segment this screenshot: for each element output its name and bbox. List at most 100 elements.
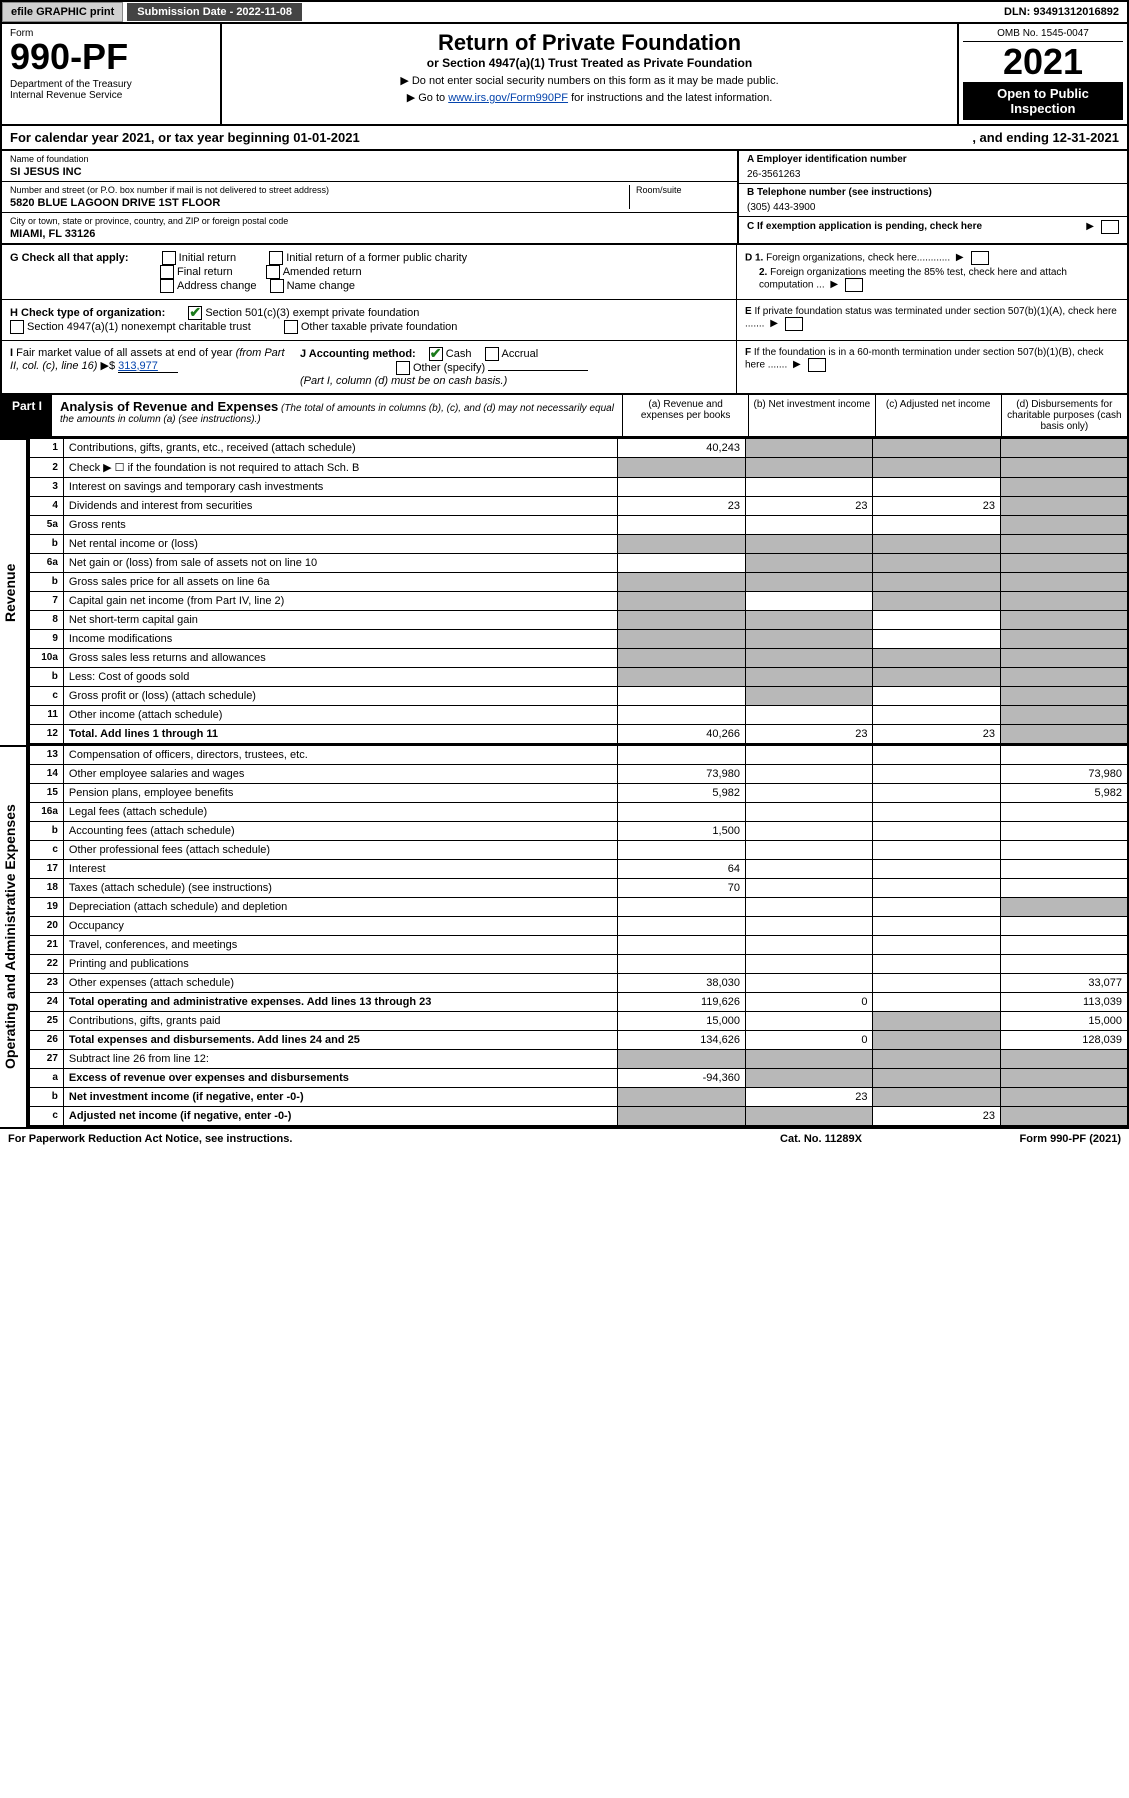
line-5a: 5aGross rents (29, 515, 1128, 534)
foundation-name: SI JESUS INC (10, 166, 729, 178)
city-label: City or town, state or province, country… (10, 216, 729, 226)
cb-e[interactable] (785, 317, 803, 331)
calendar-year-row: For calendar year 2021, or tax year begi… (0, 126, 1129, 151)
submission-date: Submission Date - 2022-11-08 (127, 3, 302, 21)
expenses-side-label: Operating and Administrative Expenses (0, 745, 28, 1127)
check-sections: G Check all that apply: Initial return I… (0, 245, 1129, 395)
line-10c: cGross profit or (loss) (attach schedule… (29, 686, 1128, 705)
city-state-zip: MIAMI, FL 33126 (10, 228, 729, 240)
efile-print-button[interactable]: efile GRAPHIC print (2, 2, 123, 22)
line-10b: bLess: Cost of goods sold (29, 667, 1128, 686)
cb-f[interactable] (808, 358, 826, 372)
line-10a: 10aGross sales less returns and allowanc… (29, 648, 1128, 667)
line-27b: bNet investment income (if negative, ent… (29, 1087, 1128, 1106)
form-number: 990-PF (10, 39, 212, 75)
line-27c: cAdjusted net income (if negative, enter… (29, 1106, 1128, 1126)
phone-value: (305) 443-3900 (747, 202, 1119, 213)
instr-2: ▶ Go to www.irs.gov/Form990PF for instru… (232, 91, 947, 104)
ein-label: A Employer identification number (747, 154, 1119, 165)
page-footer: For Paperwork Reduction Act Notice, see … (0, 1127, 1129, 1149)
section-g: G Check all that apply: Initial return I… (2, 245, 737, 299)
instr-1: ▶ Do not enter social security numbers o… (232, 74, 947, 87)
street-address: 5820 BLUE LAGOON DRIVE 1ST FLOOR (10, 197, 629, 209)
form-header: Form 990-PF Department of the Treasury I… (0, 24, 1129, 126)
revenue-side-label: Revenue (0, 438, 28, 745)
cb-initial-former[interactable] (269, 251, 283, 265)
cb-d1[interactable] (971, 251, 989, 265)
line-9: 9Income modifications (29, 629, 1128, 648)
name-label: Name of foundation (10, 154, 729, 164)
line-2: 2Check ▶ ☐ if the foundation is not requ… (29, 457, 1128, 477)
cb-name-change[interactable] (270, 279, 284, 293)
cb-accrual[interactable] (485, 347, 499, 361)
room-label: Room/suite (636, 185, 729, 195)
dept-treasury: Department of the Treasury Internal Reve… (10, 79, 212, 101)
part1-header-row: Part I Analysis of Revenue and Expenses … (0, 395, 1129, 438)
section-h: H Check type of organization: Section 50… (2, 300, 737, 340)
form-title: Return of Private Foundation (232, 30, 947, 56)
section-d: D 1. D 1. Foreign organizations, check h… (737, 245, 1127, 299)
line-21: 21Travel, conferences, and meetings (29, 935, 1128, 954)
form-subtitle: or Section 4947(a)(1) Trust Treated as P… (232, 56, 947, 70)
cb-address-change[interactable] (160, 279, 174, 293)
section-i-j: I Fair market value of all assets at end… (2, 341, 737, 393)
col-b-header: (b) Net investment income (748, 395, 874, 436)
omb-number: OMB No. 1545-0047 (963, 28, 1123, 42)
top-bar: efile GRAPHIC print Submission Date - 20… (0, 0, 1129, 24)
line-8: 8Net short-term capital gain (29, 610, 1128, 629)
line-7: 7Capital gain net income (from Part IV, … (29, 591, 1128, 610)
cb-amended-return[interactable] (266, 265, 280, 279)
section-f: F If the foundation is in a 60-month ter… (737, 341, 1127, 393)
form-ref: Form 990-PF (2021) (921, 1133, 1121, 1145)
cash-basis-note: (Part I, column (d) must be on cash basi… (300, 375, 507, 387)
line-16b: bAccounting fees (attach schedule)1,500 (29, 821, 1128, 840)
line-19: 19Depreciation (attach schedule) and dep… (29, 897, 1128, 916)
line-27a: aExcess of revenue over expenses and dis… (29, 1068, 1128, 1087)
cb-final-return[interactable] (160, 265, 174, 279)
tax-year: 2021 (963, 42, 1123, 82)
cb-d2[interactable] (845, 278, 863, 292)
cb-other-method[interactable] (396, 361, 410, 375)
line-6b: bGross sales price for all assets on lin… (29, 572, 1128, 591)
cb-initial-return[interactable] (162, 251, 176, 265)
line-18: 18Taxes (attach schedule) (see instructi… (29, 878, 1128, 897)
line-15: 15Pension plans, employee benefits5,9825… (29, 783, 1128, 802)
cb-cash[interactable] (429, 347, 443, 361)
cat-no: Cat. No. 11289X (721, 1133, 921, 1145)
line-6a: 6aNet gain or (loss) from sale of assets… (29, 553, 1128, 572)
irs-link[interactable]: www.irs.gov/Form990PF (448, 92, 568, 104)
fmv-link[interactable]: 313,977 (118, 360, 178, 373)
part1-title: Analysis of Revenue and Expenses (60, 399, 278, 414)
line-4: 4Dividends and interest from securities2… (29, 496, 1128, 515)
section-e: E If private foundation status was termi… (737, 300, 1127, 340)
line-16c: cOther professional fees (attach schedul… (29, 840, 1128, 859)
ein-value: 26-3561263 (747, 169, 1119, 180)
line-11: 11Other income (attach schedule) (29, 705, 1128, 724)
exemption-pending-label: C If exemption application is pending, c… (747, 221, 1083, 232)
line-22: 22Printing and publications (29, 954, 1128, 973)
col-d-header: (d) Disbursements for charitable purpose… (1001, 395, 1127, 436)
cb-501c3[interactable] (188, 306, 202, 320)
expenses-table: 13Compensation of officers, directors, t… (28, 745, 1129, 1127)
line-27: 27Subtract line 26 from line 12: (29, 1049, 1128, 1068)
line-16a: 16aLegal fees (attach schedule) (29, 802, 1128, 821)
addr-label: Number and street (or P.O. box number if… (10, 185, 629, 195)
line-3: 3Interest on savings and temporary cash … (29, 477, 1128, 496)
line-17: 17Interest64 (29, 859, 1128, 878)
line-1: 1Contributions, gifts, grants, etc., rec… (29, 438, 1128, 457)
dln: DLN: 93491312016892 (996, 3, 1127, 21)
exemption-checkbox[interactable] (1101, 220, 1119, 234)
line-13: 13Compensation of officers, directors, t… (29, 745, 1128, 764)
line-12: 12Total. Add lines 1 through 1140,266232… (29, 724, 1128, 744)
open-public-badge: Open to Public Inspection (963, 82, 1123, 120)
phone-label: B Telephone number (see instructions) (747, 187, 1119, 198)
entity-block: Name of foundation SI JESUS INC Number a… (0, 151, 1129, 245)
paperwork-notice: For Paperwork Reduction Act Notice, see … (8, 1133, 721, 1145)
line-26: 26Total expenses and disbursements. Add … (29, 1030, 1128, 1049)
cb-other-taxable[interactable] (284, 320, 298, 334)
line-5b: bNet rental income or (loss) (29, 534, 1128, 553)
part1-badge: Part I (2, 395, 52, 436)
cb-4947[interactable] (10, 320, 24, 334)
line-24: 24Total operating and administrative exp… (29, 992, 1128, 1011)
revenue-table: 1Contributions, gifts, grants, etc., rec… (28, 438, 1129, 745)
